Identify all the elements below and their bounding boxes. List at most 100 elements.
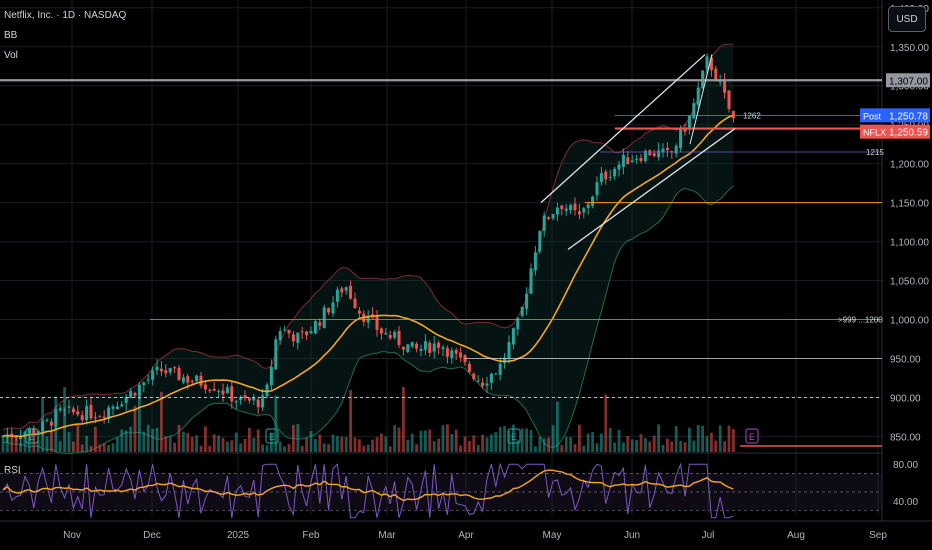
volume-bar <box>1 436 5 452</box>
volume-bar <box>10 435 14 452</box>
volume-bar <box>129 426 132 452</box>
indicator-vol[interactable]: Vol <box>4 50 18 61</box>
candle-body <box>727 90 731 109</box>
candle-body <box>679 128 683 149</box>
volume-bar <box>349 390 352 452</box>
volume-bar <box>63 387 66 452</box>
candle-body <box>582 208 586 213</box>
volume-bar <box>626 435 630 452</box>
candle-body <box>661 148 665 153</box>
candle-body <box>129 391 133 398</box>
volume-bar <box>551 425 555 452</box>
candle-body <box>212 388 216 391</box>
volume-bar <box>190 437 194 452</box>
volume-bar <box>679 440 682 452</box>
candle-body <box>648 150 652 156</box>
volume-bar <box>50 431 53 452</box>
volume-bar <box>494 432 498 452</box>
rsi-line <box>2 462 734 519</box>
volume-bar <box>476 444 480 452</box>
candle-body <box>401 346 405 350</box>
candle-body <box>516 317 520 330</box>
candle-body <box>551 214 555 219</box>
candle-body <box>234 401 238 403</box>
candle-body <box>604 171 608 180</box>
candle-body <box>419 348 423 351</box>
x-axis-tick-label: Dec <box>143 530 161 541</box>
candle-body <box>243 395 247 399</box>
candle-body <box>560 205 564 209</box>
candle-body <box>617 164 621 170</box>
volume-bar <box>529 429 533 452</box>
volume-bar <box>635 440 638 452</box>
y-axis-tick-label: 1,100.00 <box>890 238 929 249</box>
candle-body <box>375 315 379 330</box>
candle-body <box>181 377 185 383</box>
currency-button[interactable]: USD <box>888 6 926 32</box>
y-axis-tick-label: 900.00 <box>890 393 921 404</box>
volume-bar <box>375 437 379 452</box>
volume-bar <box>98 444 102 452</box>
candle-body <box>120 404 124 407</box>
candle-body <box>384 332 388 335</box>
candle-body <box>225 387 229 394</box>
candle-body <box>555 207 559 215</box>
volume-bar <box>424 430 427 452</box>
volume-bar <box>89 445 93 452</box>
candle-body <box>696 87 700 105</box>
earnings-marker <box>25 428 39 444</box>
x-axis-tick-label: Sep <box>869 530 887 541</box>
volume-bar <box>705 436 709 452</box>
earnings-marker <box>265 428 279 444</box>
candle-body <box>503 357 507 363</box>
indicator-bb[interactable]: BB <box>4 30 18 41</box>
candle-body <box>599 173 603 183</box>
candle-body <box>23 432 27 435</box>
candle-body <box>168 367 172 373</box>
candle-body <box>397 331 401 345</box>
volume-bar <box>573 444 577 452</box>
volume-bar <box>155 427 159 452</box>
candle-body <box>309 331 313 334</box>
candle-body <box>674 145 678 154</box>
candle-body <box>261 395 265 408</box>
candle-body <box>511 328 515 345</box>
volume-bar <box>340 436 344 452</box>
volume-bar <box>683 442 687 452</box>
indicator-rsi[interactable]: RSI <box>4 465 21 476</box>
x-axis-tick-label: Apr <box>458 530 474 541</box>
price-badge-tag-text: Post <box>863 111 882 121</box>
volume-bar <box>490 434 493 452</box>
volume-bar <box>19 443 22 452</box>
volume-bar <box>212 434 216 452</box>
candle-body <box>393 332 397 338</box>
volume-bar <box>94 426 97 452</box>
volume-bar <box>727 425 731 452</box>
volume-bar <box>437 438 440 452</box>
candle-body <box>533 252 537 271</box>
volume-bar <box>419 430 423 452</box>
candle-body <box>195 375 199 381</box>
candle-body <box>569 204 573 211</box>
earnings-marker-text: E <box>511 432 517 442</box>
volume-bar <box>164 436 168 452</box>
candle-body <box>507 342 511 359</box>
volume-bar <box>613 442 616 452</box>
y-axis-tick-label: 1,050.00 <box>890 277 929 288</box>
volume-bar <box>336 435 339 452</box>
candle-body <box>538 231 542 252</box>
volume-bar <box>120 429 124 452</box>
candle-body <box>208 389 212 391</box>
x-axis-tick-label: May <box>543 530 562 541</box>
volume-bar <box>718 425 722 452</box>
candle-body <box>714 68 718 82</box>
volume-bar <box>322 443 326 452</box>
candle-body <box>41 421 45 432</box>
volume-bar <box>248 427 251 452</box>
price-badge <box>886 73 930 88</box>
price-badge-value: 1,250.59 <box>889 128 928 139</box>
volume-bar <box>265 445 269 452</box>
volume-bar <box>221 437 225 452</box>
